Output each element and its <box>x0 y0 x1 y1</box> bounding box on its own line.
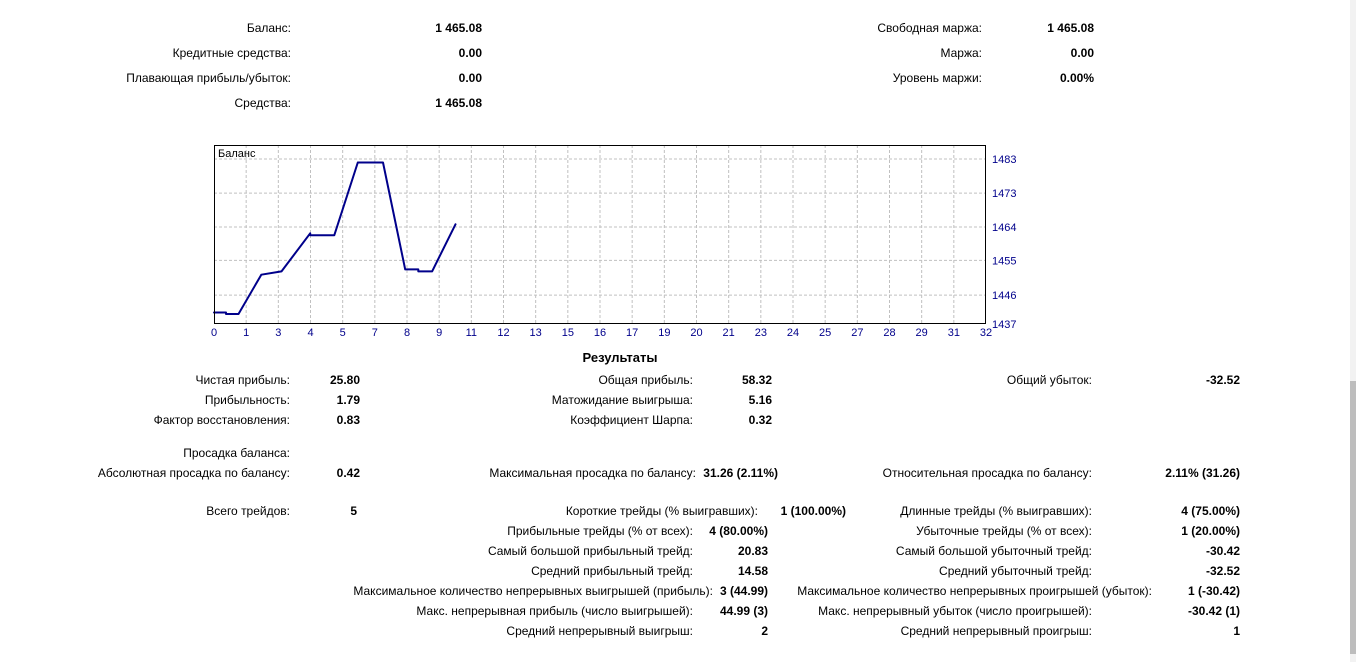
svg-text:19: 19 <box>658 327 670 339</box>
svg-text:1473: 1473 <box>992 188 1016 200</box>
svg-text:25: 25 <box>819 327 831 339</box>
svg-text:32: 32 <box>980 327 992 339</box>
svg-text:5: 5 <box>340 327 346 339</box>
svg-text:Баланс: Баланс <box>218 148 256 160</box>
svg-text:17: 17 <box>626 327 638 339</box>
svg-text:1437: 1437 <box>992 319 1016 331</box>
svg-text:8: 8 <box>404 327 410 339</box>
svg-text:12: 12 <box>497 327 509 339</box>
svg-text:29: 29 <box>916 327 928 339</box>
svg-text:15: 15 <box>562 327 574 339</box>
svg-text:3: 3 <box>275 327 281 339</box>
svg-text:9: 9 <box>436 327 442 339</box>
svg-text:13: 13 <box>530 327 542 339</box>
svg-text:1483: 1483 <box>992 154 1016 166</box>
svg-text:1455: 1455 <box>992 255 1016 267</box>
svg-text:31: 31 <box>948 327 960 339</box>
svg-text:0: 0 <box>211 327 217 339</box>
svg-text:20: 20 <box>690 327 702 339</box>
svg-text:16: 16 <box>594 327 606 339</box>
svg-text:4: 4 <box>307 327 313 339</box>
svg-text:21: 21 <box>723 327 735 339</box>
svg-text:24: 24 <box>787 327 799 339</box>
svg-text:11: 11 <box>466 327 477 339</box>
svg-text:1464: 1464 <box>992 222 1016 234</box>
svg-text:23: 23 <box>755 327 767 339</box>
svg-text:1446: 1446 <box>992 290 1016 302</box>
svg-text:7: 7 <box>372 327 378 339</box>
svg-text:27: 27 <box>851 327 863 339</box>
svg-text:28: 28 <box>883 327 895 339</box>
svg-text:1: 1 <box>243 327 249 339</box>
